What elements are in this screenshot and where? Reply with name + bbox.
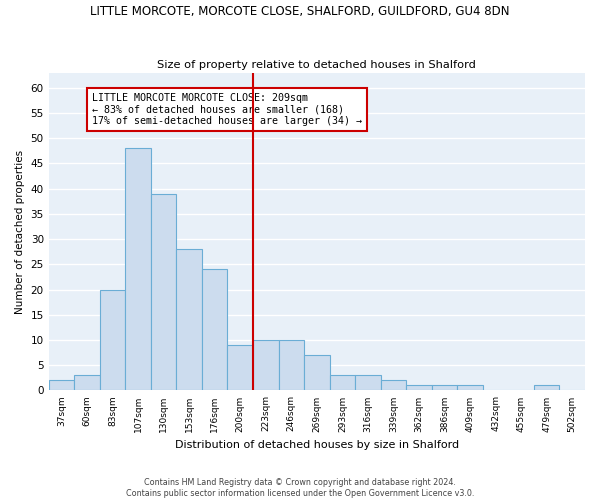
Bar — [457, 386, 483, 390]
Bar — [304, 355, 329, 390]
Bar — [227, 345, 253, 391]
Bar — [380, 380, 406, 390]
Bar — [49, 380, 74, 390]
Bar — [278, 340, 304, 390]
Bar — [125, 148, 151, 390]
Bar — [534, 386, 559, 390]
Bar — [74, 376, 100, 390]
Text: LITTLE MORCOTE MORCOTE CLOSE: 209sqm
← 83% of detached houses are smaller (168)
: LITTLE MORCOTE MORCOTE CLOSE: 209sqm ← 8… — [92, 93, 362, 126]
Bar — [202, 270, 227, 390]
Bar — [432, 386, 457, 390]
Text: LITTLE MORCOTE, MORCOTE CLOSE, SHALFORD, GUILDFORD, GU4 8DN: LITTLE MORCOTE, MORCOTE CLOSE, SHALFORD,… — [90, 5, 510, 18]
Y-axis label: Number of detached properties: Number of detached properties — [15, 150, 25, 314]
Title: Size of property relative to detached houses in Shalford: Size of property relative to detached ho… — [157, 60, 476, 70]
Bar — [329, 376, 355, 390]
Bar — [406, 386, 432, 390]
Bar — [253, 340, 278, 390]
X-axis label: Distribution of detached houses by size in Shalford: Distribution of detached houses by size … — [175, 440, 459, 450]
Bar — [151, 194, 176, 390]
Bar — [355, 376, 380, 390]
Bar — [176, 249, 202, 390]
Bar — [100, 290, 125, 390]
Text: Contains HM Land Registry data © Crown copyright and database right 2024.
Contai: Contains HM Land Registry data © Crown c… — [126, 478, 474, 498]
